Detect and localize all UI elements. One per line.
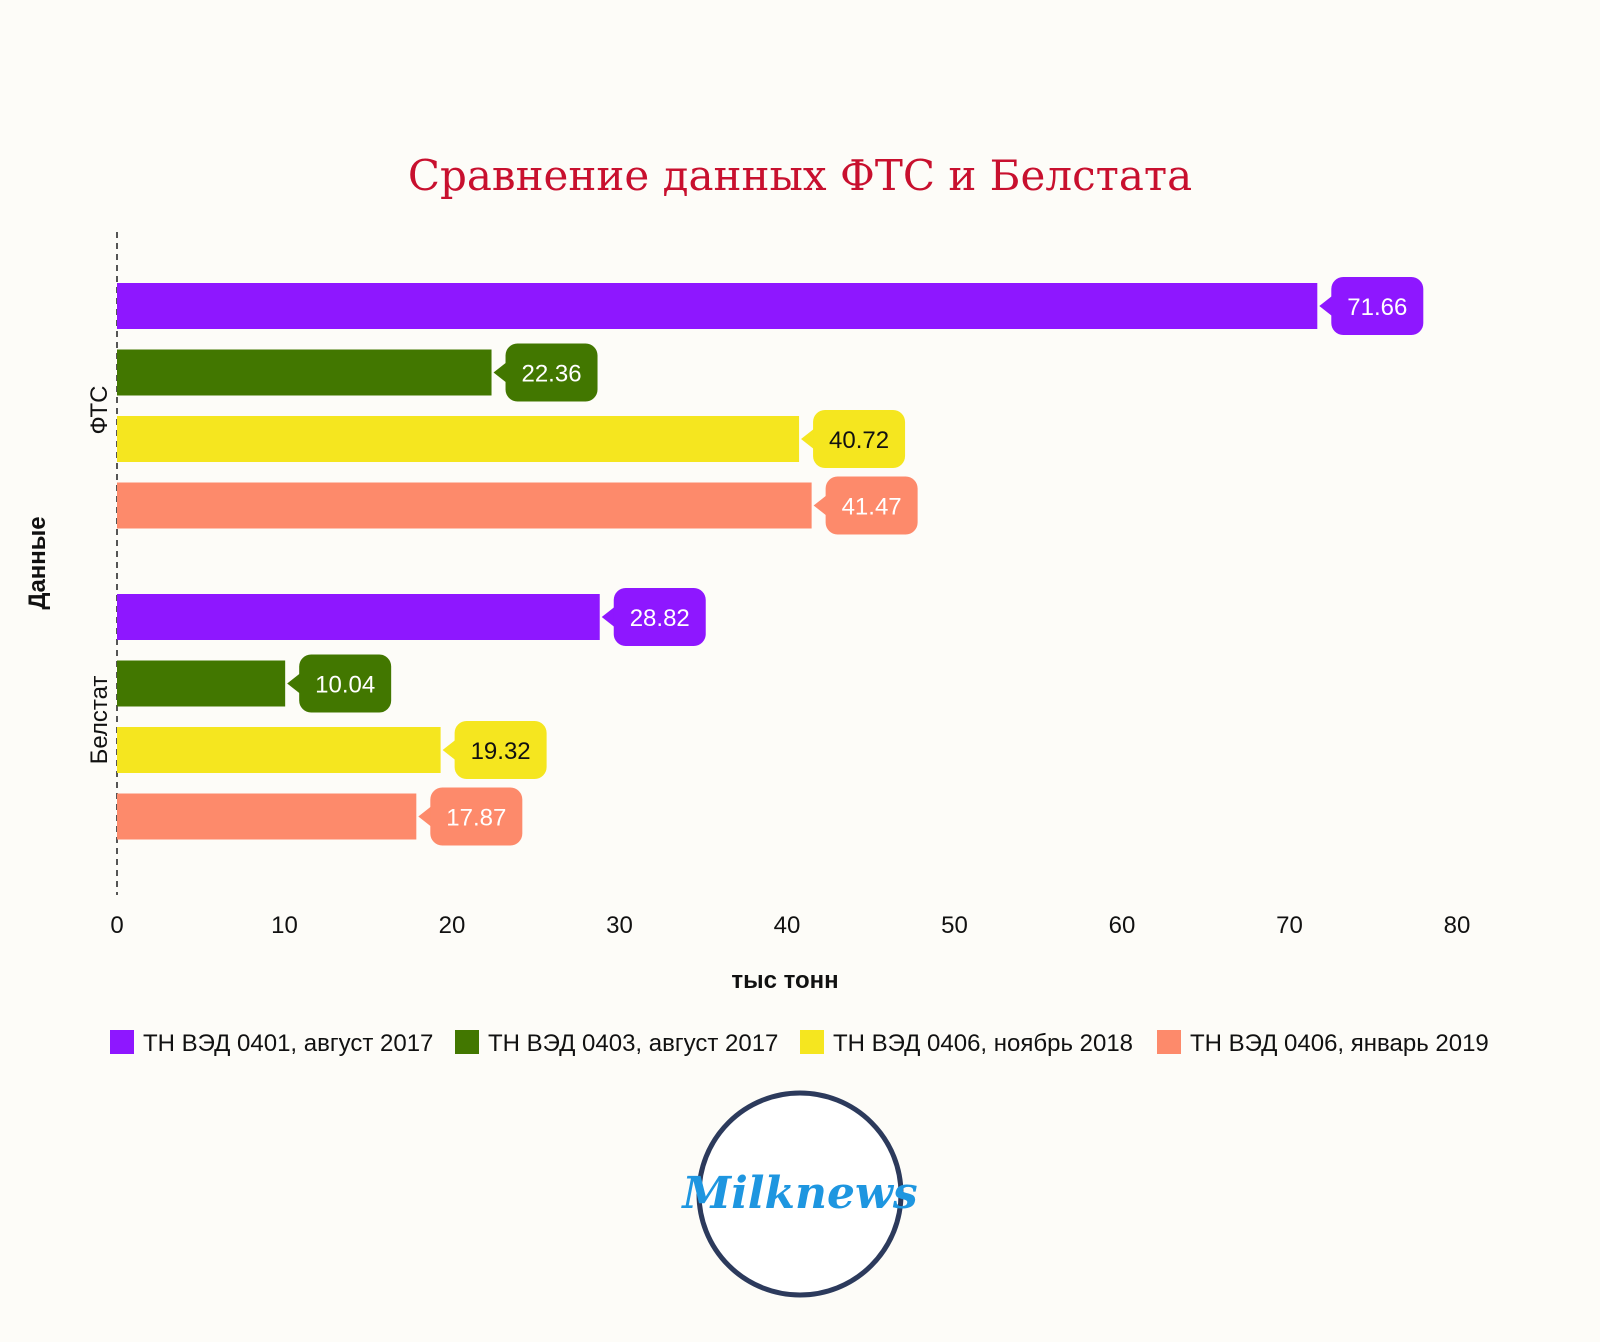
x-tick-label: 30 [606,912,633,939]
data-label-pointer [813,494,828,517]
data-label: 40.72 [829,427,889,454]
y-axis-title: Данные [24,516,51,609]
bar [117,349,492,396]
data-label-bubble [299,654,392,713]
data-label-bubble [454,721,547,779]
x-tick-label: 0 [110,912,123,939]
data-label: 10.04 [315,672,375,699]
legend-label: ТН ВЭД 0403, август 2017 [488,1030,778,1057]
category-label: ФТС [86,386,113,435]
data-label: 41.47 [842,494,902,521]
legend: ТН ВЭД 0401, август 2017 ТН ВЭД 0403, авг… [110,1030,1489,1057]
data-label-bubble [825,476,918,535]
data-label-pointer [442,739,457,761]
chart-title: Сравнение данных ФТС и Белстата [408,151,1192,200]
data-label-pointer [801,428,816,450]
data-label: 28.82 [630,605,690,632]
logo-ring [696,1090,904,1298]
data-label-pointer [1319,295,1334,317]
x-tick-label: 50 [941,912,968,939]
legend-label: ТН ВЭД 0406, январь 2019 [1190,1030,1489,1057]
data-label: 22.36 [521,361,581,388]
x-tick-label: 60 [1109,912,1136,939]
bars: 71.66 22.36 40.72 41.47 28.82 10.04 19.32 17.87 [117,277,1424,846]
x-tick-label: 20 [439,912,466,939]
data-label-pointer [418,805,433,828]
data-label-bubble [813,410,906,468]
data-label-bubble [613,588,706,646]
x-axis-ticks: 0 10 20 30 40 50 60 70 80 [110,912,1470,939]
data-label: 17.87 [446,805,506,832]
y-axis-categories: ФТС Белстат [86,386,113,765]
x-tick-label: 10 [271,912,298,939]
data-label-pointer [287,672,302,695]
data-label-bubble [430,787,523,846]
milknews-logo: Milknews [680,1090,918,1298]
legend-swatch [455,1030,479,1054]
x-tick-label: 40 [774,912,801,939]
data-label: 71.66 [1347,294,1407,321]
bar [117,594,600,640]
data-label-pointer [601,606,616,628]
data-label-bubble [505,343,598,402]
x-tick-label: 80 [1444,912,1471,939]
data-label-pointer [493,361,508,384]
category-label: Белстат [86,676,113,765]
legend-swatch [1157,1030,1181,1054]
bar [117,793,417,840]
logo-text: Milknews [680,1168,917,1219]
legend-swatch [110,1030,134,1054]
x-axis-title: тыс тонн [731,967,838,994]
bar [117,727,441,773]
legend-label: ТН ВЭД 0406, ноябрь 2018 [833,1030,1133,1057]
bar [117,482,812,529]
legend-label: ТН ВЭД 0401, август 2017 [143,1030,433,1057]
data-label: 19.32 [471,738,531,765]
x-tick-label: 70 [1276,912,1303,939]
bar [117,283,1318,329]
legend-swatch [800,1030,824,1054]
bar [117,416,800,462]
bar [117,660,286,707]
data-label-bubble [1331,277,1424,335]
